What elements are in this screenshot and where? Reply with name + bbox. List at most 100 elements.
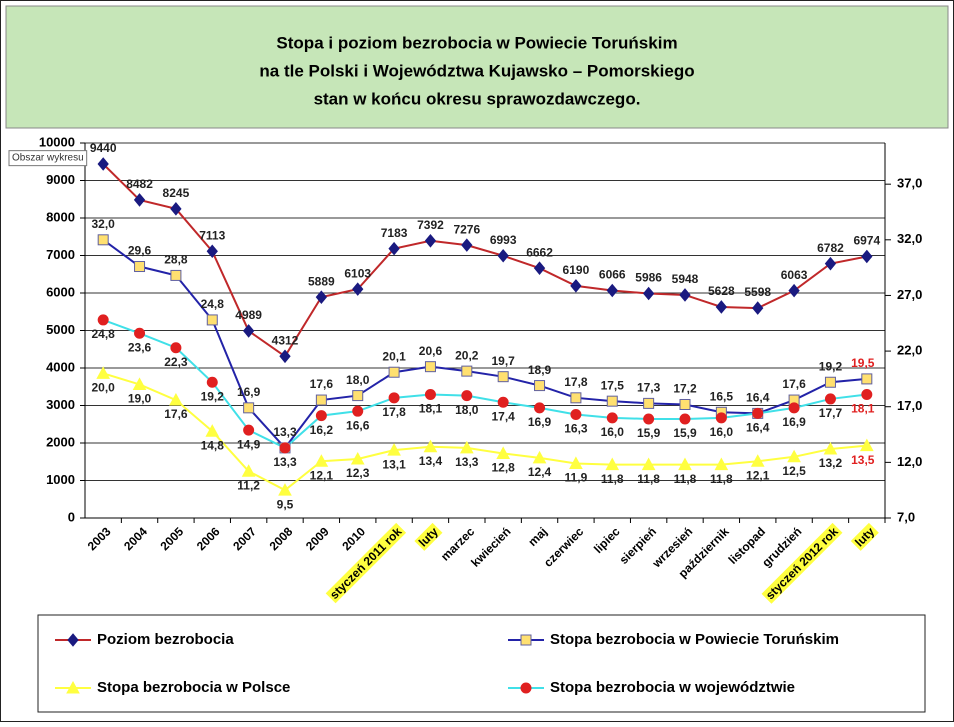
marker <box>461 238 473 252</box>
data-label: 4989 <box>235 308 262 322</box>
data-label: 17,6 <box>164 407 188 421</box>
data-label: 9440 <box>90 141 117 155</box>
data-label: 16,9 <box>782 415 806 429</box>
marker <box>461 390 473 402</box>
data-label: 32,0 <box>92 217 116 231</box>
marker <box>497 396 509 408</box>
title-box <box>5 5 949 129</box>
marker <box>643 397 655 409</box>
data-label: 12,8 <box>492 461 516 475</box>
data-label: 18,9 <box>528 363 552 377</box>
data-label: 11,8 <box>601 472 624 486</box>
data-label: 16,0 <box>601 425 625 439</box>
marker <box>641 457 656 471</box>
y2-tick-label: 17,0 <box>897 398 922 413</box>
data-label: 17,8 <box>564 375 588 389</box>
data-label: 19,2 <box>819 359 843 373</box>
data-label: 17,2 <box>673 382 697 396</box>
marker <box>715 412 727 424</box>
data-label: 16,5 <box>710 389 734 403</box>
data-label: 5598 <box>744 285 771 299</box>
marker <box>570 409 582 421</box>
data-label: 6063 <box>781 268 808 282</box>
y-tick-label: 4000 <box>46 359 75 374</box>
data-label: 13,2 <box>819 456 843 470</box>
marker <box>134 327 146 339</box>
marker <box>679 413 691 425</box>
data-label: 11,8 <box>637 472 660 486</box>
data-label: 16,4 <box>746 421 770 435</box>
marker <box>424 234 437 248</box>
x-label-highlight <box>325 522 407 604</box>
marker <box>96 366 111 379</box>
marker <box>606 395 618 407</box>
marker <box>279 349 291 364</box>
marker <box>314 454 329 467</box>
marker <box>520 634 532 646</box>
marker <box>750 454 765 467</box>
data-label: 6974 <box>853 234 880 248</box>
marker <box>532 450 547 464</box>
marker <box>424 361 436 373</box>
data-label: 16,9 <box>237 385 261 399</box>
data-label: 17,5 <box>601 378 625 392</box>
marker <box>170 342 182 354</box>
data-label: 20,2 <box>455 348 479 362</box>
y-tick-label: 1000 <box>46 472 75 487</box>
data-label: 9,5 <box>277 497 294 511</box>
data-label: 17,3 <box>637 381 661 395</box>
data-label: 17,4 <box>492 409 516 423</box>
y2-tick-label: 12,0 <box>897 454 922 469</box>
data-label: 12,5 <box>782 464 806 478</box>
marker <box>679 288 691 302</box>
data-label: 7392 <box>417 218 444 232</box>
x-label-highlight <box>414 522 443 551</box>
legend-label: Poziom bezrobocia <box>97 631 234 648</box>
y2-tick-label: 27,0 <box>897 287 922 302</box>
series-line <box>102 163 868 358</box>
y2-tick-label: 32,0 <box>897 231 922 246</box>
marker <box>534 380 546 392</box>
marker <box>534 402 546 414</box>
data-label: 5628 <box>708 284 735 298</box>
data-label: 29,6 <box>128 244 152 258</box>
data-label: 14,8 <box>201 438 225 452</box>
marker <box>352 282 364 296</box>
y-tick-label: 9000 <box>46 172 75 187</box>
data-label: 6190 <box>563 263 590 277</box>
legend-box <box>37 614 926 713</box>
marker <box>350 451 365 465</box>
marker <box>170 202 182 216</box>
marker <box>243 402 255 414</box>
data-label: 6066 <box>599 268 626 282</box>
data-label: 12,4 <box>528 465 552 479</box>
marker <box>169 393 183 406</box>
marker <box>278 483 292 496</box>
marker <box>387 443 401 456</box>
data-label: 13,4 <box>419 454 443 468</box>
data-label: 6993 <box>490 233 517 247</box>
data-label: 13,5 <box>851 453 875 467</box>
marker <box>569 456 583 469</box>
marker <box>206 244 218 259</box>
series-line <box>102 239 867 450</box>
marker <box>642 286 655 301</box>
data-label: 18,0 <box>346 373 370 387</box>
y2-tick-label: 7,0 <box>897 509 915 524</box>
marker <box>352 390 364 402</box>
data-label: 17,6 <box>310 377 334 391</box>
y-tick-label: 5000 <box>46 322 75 337</box>
data-label: 7276 <box>453 222 480 236</box>
data-label: 11,2 <box>237 478 260 492</box>
marker <box>520 682 532 694</box>
marker <box>388 392 400 404</box>
marker <box>423 439 438 453</box>
data-label: 17,6 <box>782 377 806 391</box>
data-label: 13,1 <box>382 457 406 471</box>
marker <box>643 413 655 425</box>
data-label: 5948 <box>672 272 699 286</box>
data-label: 11,8 <box>710 472 733 486</box>
marker <box>134 261 146 273</box>
data-label: 22,3 <box>164 355 188 369</box>
data-label: 15,9 <box>673 426 697 440</box>
